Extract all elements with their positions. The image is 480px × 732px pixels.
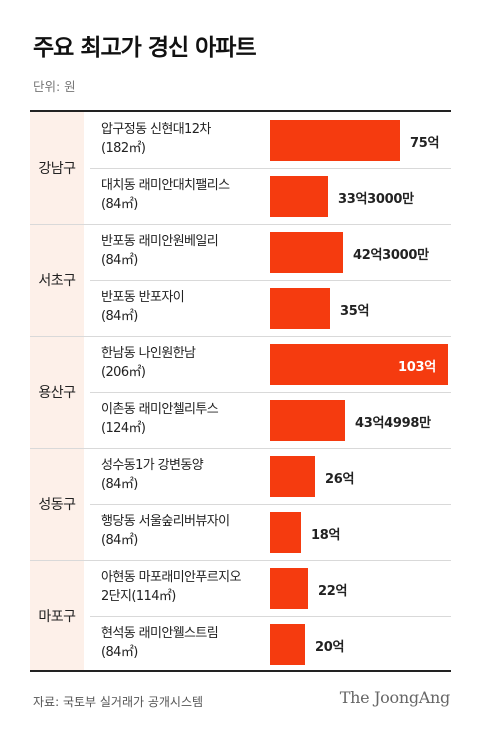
apartment-label: 반포동 래미안원베일리 (84㎡) (101, 232, 266, 270)
apartment-label: 행당동 서울숲리버뷰자이 (84㎡) (101, 512, 266, 550)
region-label: 성동구 (38, 497, 76, 513)
price-bar (270, 232, 343, 273)
apartment-name: 반포동 반포자이 (101, 290, 185, 305)
group-divider (30, 336, 451, 337)
apartment-label: 압구정동 신현대12차 (182㎡) (101, 120, 266, 158)
price-value-label: 22억 (318, 584, 348, 599)
apartment-label: 반포동 반포자이 (84㎡) (101, 288, 266, 326)
region-cell: 마포구 (30, 560, 84, 672)
apartment-label: 성수동1가 강변동양 (84㎡) (101, 456, 266, 494)
apartment-area: (84㎡) (101, 253, 138, 268)
price-bar (270, 512, 301, 553)
row-divider (90, 280, 451, 281)
region-label: 강남구 (38, 161, 76, 177)
row-divider (90, 504, 451, 505)
apartment-area: (182㎡) (101, 141, 146, 156)
price-bar (270, 120, 400, 161)
apartment-area: (84㎡) (101, 309, 138, 324)
apartment-area: (84㎡) (101, 533, 138, 548)
price-bar (270, 624, 305, 665)
apartment-label: 아현동 마포래미안푸르지오 2단지(114㎡) (101, 568, 266, 606)
group-divider (30, 560, 451, 561)
apartment-area: 2단지(114㎡) (101, 589, 176, 604)
price-value-label: 42억3000만 (353, 248, 429, 263)
apartment-name: 현석동 래미안웰스트림 (101, 626, 219, 641)
apartment-label: 대치동 래미안대치팰리스 (84㎡) (101, 176, 266, 214)
price-value-label: 33억3000만 (338, 192, 414, 207)
row-divider (90, 616, 451, 617)
apartment-name: 압구정동 신현대12차 (101, 122, 211, 137)
apartment-name: 성수동1가 강변동양 (101, 458, 204, 473)
price-value-label: 20억 (315, 640, 345, 655)
source-note: 자료: 국토부 실거래가 공개시스템 (33, 695, 204, 709)
apartment-label: 이촌동 래미안첼리투스 (124㎡) (101, 400, 266, 438)
region-cell: 용산구 (30, 336, 84, 448)
region-cell: 강남구 (30, 112, 84, 224)
price-value-label: 75억 (410, 136, 440, 151)
bottom-rule (30, 670, 451, 672)
group-divider (30, 224, 451, 225)
price-value-label: 103억 (398, 360, 436, 375)
apartment-area: (124㎡) (101, 421, 146, 436)
price-value-label: 43억4998만 (355, 416, 431, 431)
row-divider (90, 392, 451, 393)
apartment-area: (84㎡) (101, 645, 138, 660)
price-bar (270, 344, 448, 385)
price-bar (270, 176, 328, 217)
apartment-name: 행당동 서울숲리버뷰자이 (101, 514, 230, 529)
price-bar (270, 568, 308, 609)
apartment-name: 이촌동 래미안첼리투스 (101, 402, 219, 417)
top-rule (30, 110, 451, 112)
price-bar (270, 456, 315, 497)
apartment-label: 한남동 나인원한남 (206㎡) (101, 344, 266, 382)
price-value-label: 26억 (325, 472, 355, 487)
apartment-name: 한남동 나인원한남 (101, 346, 196, 361)
price-value-label: 18억 (311, 528, 341, 543)
price-bar (270, 288, 330, 329)
row-divider (90, 168, 451, 169)
group-divider (30, 448, 451, 449)
unit-label: 단위: 원 (33, 79, 76, 94)
apartment-area: (206㎡) (101, 365, 146, 380)
apartment-name: 아현동 마포래미안푸르지오 (101, 570, 241, 585)
price-value-label: 35억 (340, 304, 370, 319)
region-label: 서초구 (38, 273, 76, 289)
apartment-name: 반포동 래미안원베일리 (101, 234, 219, 249)
chart-title: 주요 최고가 경신 아파트 (33, 35, 257, 61)
price-bar (270, 400, 345, 441)
apartment-name: 대치동 래미안대치팰리스 (101, 178, 230, 193)
apartment-area: (84㎡) (101, 197, 138, 212)
apartment-area: (84㎡) (101, 477, 138, 492)
brand-logo: The JoongAng (339, 688, 451, 707)
region-cell: 서초구 (30, 224, 84, 336)
apartment-label: 현석동 래미안웰스트림 (84㎡) (101, 624, 266, 662)
region-cell: 성동구 (30, 448, 84, 560)
region-label: 마포구 (38, 609, 76, 625)
region-label: 용산구 (38, 385, 76, 401)
